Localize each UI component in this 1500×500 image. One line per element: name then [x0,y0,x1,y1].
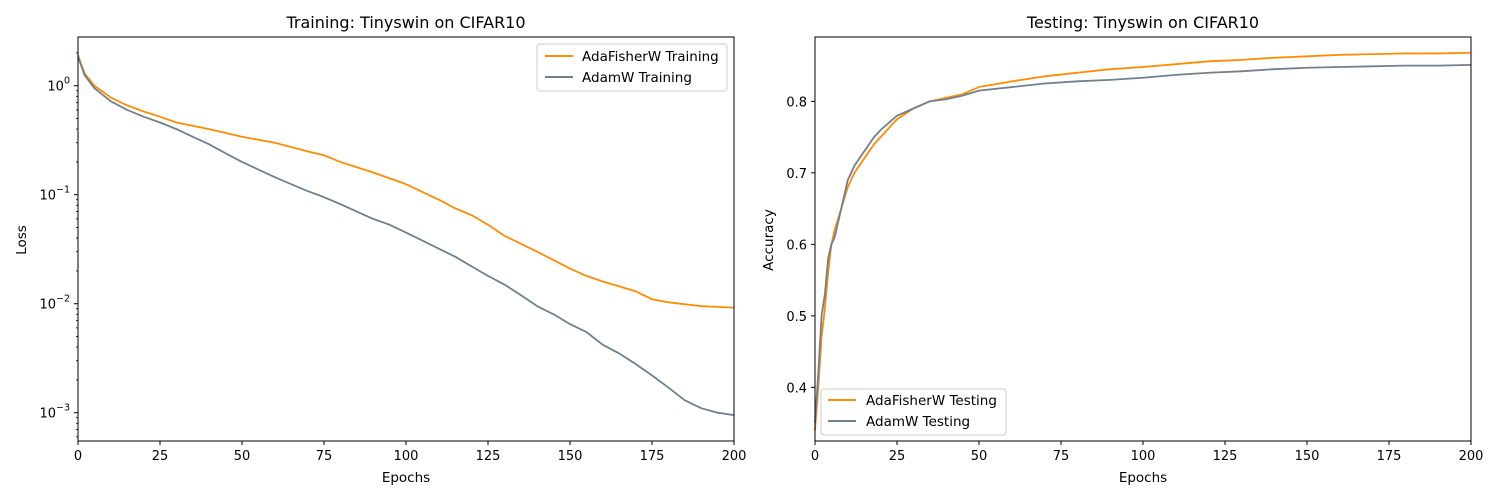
testing-legend: AdaFisherW Testing AdamW Testing [820,388,1007,436]
training-y-tick-label: 100 [47,76,70,95]
testing-x-tick-label: 125 [1213,449,1238,464]
training-x-tick-label: 50 [234,449,251,464]
testing-x-tick-label: 50 [971,449,988,464]
testing-y-tick-label: 0.5 [786,310,807,325]
training-series-lines [77,55,735,417]
testing-x-tick-label: 25 [889,449,906,464]
testing-x-tick-label: 75 [1053,449,1070,464]
testing-x-tick-label: 100 [1131,449,1156,464]
training-chart-title: Training: Tinyswin on CIFAR10 [285,13,525,32]
testing-series-line-adafisherw [814,51,1472,431]
training-plot-frame [77,36,735,442]
training-x-tick-label: 75 [316,449,333,464]
testing-ticks: 0 25 50 75 100 125 150 175 200 0.4 0.5 0.6 0.7 0.8 [786,95,1483,464]
training-x-axis-label: Epochs [382,470,430,486]
training-legend: AdaFisherW Training AdamW Training [536,43,728,92]
testing-legend-label-adamw: AdamW Testing [866,414,970,430]
training-loss-chart: Training: Tinyswin on CIFAR10 Epochs Los… [14,13,746,486]
testing-plot-frame [814,36,1472,442]
testing-y-tick-label: 0.6 [786,238,807,253]
training-x-tick-label: 0 [74,449,82,464]
testing-legend-box [820,388,1007,436]
training-legend-label-adamw: AdamW Training [582,70,692,86]
testing-x-tick-label: 175 [1377,449,1402,464]
testing-x-axis-label: Epochs [1119,470,1167,486]
testing-series-lines [814,51,1472,431]
training-x-tick-label: 200 [722,449,747,464]
training-ticks: 0 25 50 75 100 125 150 175 200 10−3 10−2 10−1 100 [39,52,747,464]
testing-y-tick-label: 0.7 [786,167,807,182]
training-series-line-adafisherw [77,55,735,309]
testing-x-tick-label: 150 [1295,449,1320,464]
testing-y-tick-label: 0.8 [786,95,807,110]
training-x-tick-label: 175 [640,449,665,464]
testing-x-tick-label: 0 [811,449,819,464]
training-x-tick-label: 25 [152,449,169,464]
training-y-axis-label: Loss [14,225,30,255]
training-y-tick-label: 10−3 [39,403,70,422]
training-x-tick-label: 125 [476,449,501,464]
training-series-line-adamw [77,56,735,417]
training-x-tick-label: 150 [558,449,583,464]
training-y-tick-label: 10−1 [39,185,70,204]
training-y-tick-label: 10−2 [39,294,70,313]
testing-y-axis-label: Accuracy [761,209,777,271]
training-x-tick-label: 100 [394,449,419,464]
testing-y-tick-label: 0.4 [786,381,807,396]
training-legend-box [536,43,728,92]
testing-legend-label-adafisherw: AdaFisherW Testing [866,393,997,409]
training-legend-label-adafisherw: AdaFisherW Training [582,49,719,65]
testing-chart-title: Testing: Tinyswin on CIFAR10 [1026,13,1259,32]
testing-accuracy-chart: Testing: Tinyswin on CIFAR10 Epochs Accu… [761,13,1483,486]
testing-x-tick-label: 200 [1459,449,1484,464]
testing-series-line-adamw [814,63,1472,424]
